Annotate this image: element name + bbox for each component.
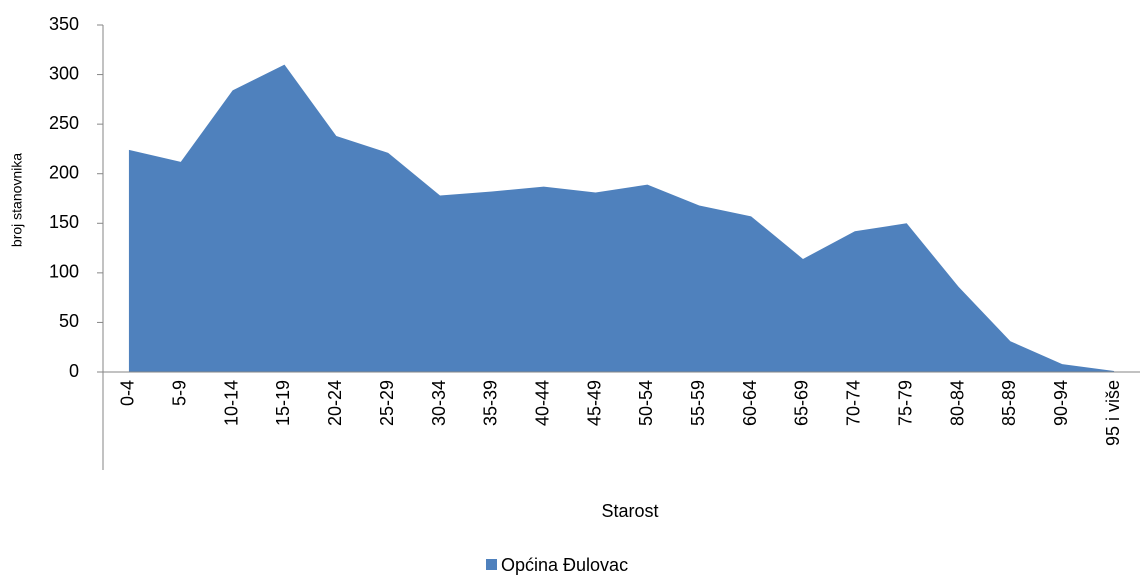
x-tick-label: 55-59 — [688, 380, 708, 426]
x-tick-label: 60-64 — [740, 380, 760, 426]
x-tick-label: 25-29 — [377, 380, 397, 426]
y-tick-label: 0 — [69, 361, 79, 381]
y-tick-label: 50 — [59, 311, 79, 331]
area — [128, 64, 1115, 373]
x-tick-label: 15-19 — [273, 380, 293, 426]
x-tick-label: 75-79 — [895, 380, 915, 426]
x-tick-label: 35-39 — [481, 380, 501, 426]
x-tick-label: 30-34 — [429, 380, 449, 426]
y-tick-label: 250 — [49, 113, 79, 133]
x-tick-label: 95 i više — [1103, 380, 1123, 446]
y-axis-title: broj stanovnika — [9, 153, 25, 247]
x-tick-label: 45-49 — [584, 380, 604, 426]
x-tick-label: 70-74 — [844, 380, 864, 426]
x-tick-label: 5-9 — [170, 380, 190, 406]
x-tick-label: 10-14 — [221, 380, 241, 426]
y-tick-label: 350 — [49, 14, 79, 34]
y-tick-label: 100 — [49, 262, 79, 282]
x-tick-label: 65-69 — [792, 380, 812, 426]
x-tick-label: 50-54 — [636, 380, 656, 426]
x-tick-label: 40-44 — [532, 380, 552, 426]
y-tick-label: 150 — [49, 212, 79, 232]
y-tick-label: 300 — [49, 63, 79, 83]
x-tick-label: 20-24 — [325, 380, 345, 426]
legend-swatch — [486, 559, 497, 570]
x-tick-label: 90-94 — [1051, 380, 1071, 426]
legend-label: Općina Đulovac — [501, 555, 628, 575]
x-tick-label: 85-89 — [999, 380, 1019, 426]
x-axis-title: Starost — [601, 501, 658, 521]
y-tick-label: 200 — [49, 162, 79, 182]
x-tick-label: 0-4 — [118, 380, 138, 406]
x-tick-label: 80-84 — [947, 380, 967, 426]
